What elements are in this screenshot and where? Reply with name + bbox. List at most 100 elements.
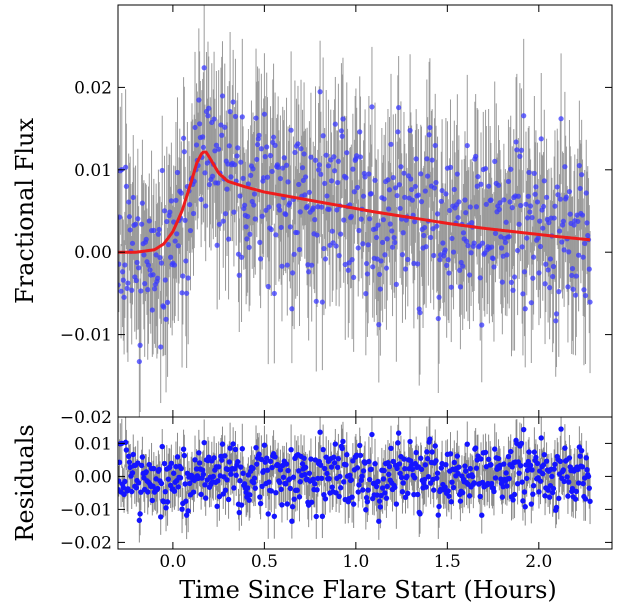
residual-data-point: [375, 478, 381, 485]
residual-data-point: [243, 489, 249, 495]
residual-data-point: [296, 494, 303, 500]
residual-data-point: [227, 445, 233, 451]
main-data-point: [183, 258, 189, 264]
residual-data-point: [278, 486, 284, 493]
main-data-point: [377, 286, 383, 292]
x-axis-label: Time Since Flare Start (Hours): [179, 576, 557, 604]
main-data-point: [450, 249, 457, 255]
residual-data-point: [560, 467, 567, 473]
main-data-point: [339, 133, 345, 139]
main-data-point: [423, 244, 429, 250]
residual-data-point: [145, 489, 151, 495]
residual-data-point: [429, 449, 435, 455]
main-data-point: [370, 264, 376, 270]
main-data-point: [383, 265, 390, 271]
main-data-point: [145, 287, 151, 293]
main-data-point: [329, 228, 335, 234]
residual-data-point: [376, 518, 382, 524]
main-data-point: [348, 213, 354, 219]
residual-data-point: [459, 490, 466, 496]
main-data-point: [149, 307, 155, 313]
main-data-point: [316, 162, 322, 168]
main-data-point: [220, 218, 226, 224]
main-data-point: [238, 159, 244, 165]
main-data-point: [310, 205, 316, 211]
residual-data-point: [190, 489, 197, 495]
residual-data-point: [575, 480, 582, 486]
main-data-point: [150, 272, 156, 278]
main-data-point: [418, 171, 424, 177]
main-data-point: [222, 211, 229, 217]
main-data-point: [161, 208, 168, 214]
main-data-point: [524, 215, 531, 221]
main-data-point: [127, 227, 133, 233]
residual-data-point: [158, 514, 164, 520]
main-data-point: [366, 171, 372, 177]
main-data-point: [192, 124, 198, 131]
main-data-point: [442, 247, 448, 253]
main-data-point: [232, 162, 238, 168]
residual-data-point: [339, 445, 345, 452]
residual-data-point: [516, 470, 522, 476]
residual-data-point: [266, 479, 272, 485]
main-data-point: [521, 113, 527, 119]
main-data-point: [364, 260, 370, 267]
residual-data-point: [378, 492, 384, 499]
residual-data-point: [438, 465, 445, 471]
residual-data-point: [320, 446, 326, 453]
main-data-point: [218, 122, 224, 128]
main-data-point: [372, 177, 378, 183]
main-data-point: [560, 218, 566, 224]
residual-data-point: [355, 489, 361, 495]
main-data-point: [506, 234, 512, 240]
residual-data-point: [417, 511, 423, 517]
main-data-point: [319, 299, 325, 305]
residual-data-point: [546, 494, 553, 500]
main-data-point: [360, 241, 366, 247]
main-data-point: [405, 256, 411, 263]
main-data-point: [421, 224, 428, 231]
main-data-point: [447, 164, 454, 170]
main-data-point: [317, 89, 323, 95]
main-data-point: [573, 273, 579, 279]
residual-data-point: [224, 477, 230, 483]
main-data-point: [226, 143, 232, 149]
main-data-point: [174, 231, 180, 237]
residual-data-point: [297, 479, 303, 485]
main-data-point: [465, 243, 471, 249]
residual-data-point: [178, 465, 184, 472]
residual-data-point: [562, 445, 568, 451]
residual-data-point: [289, 518, 295, 524]
residual-data-point: [280, 474, 287, 480]
main-data-point: [333, 243, 339, 249]
residual-data-point: [264, 467, 271, 473]
residual-data-point: [312, 481, 318, 487]
main-data-point: [428, 234, 434, 241]
main-data-point: [511, 274, 518, 280]
main-data-point: [351, 189, 358, 195]
main-data-point: [151, 227, 157, 234]
main-data-point: [286, 200, 293, 206]
main-data-point: [280, 165, 286, 171]
main-data-point: [129, 240, 136, 246]
main-data-point: [400, 230, 406, 236]
residual-data-point: [253, 444, 259, 451]
main-data-point: [527, 209, 533, 215]
main-data-point: [332, 121, 338, 127]
residual-data-point: [431, 487, 437, 493]
main-data-point: [448, 284, 454, 290]
main-data-point: [320, 133, 326, 139]
main-data-point: [462, 197, 468, 203]
main-data-point: [133, 277, 139, 284]
residual-data-point: [250, 465, 256, 472]
main-data-point: [351, 274, 357, 280]
residual-data-point: [586, 485, 592, 491]
residual-data-point: [271, 513, 278, 520]
main-data-point: [202, 170, 208, 176]
main-data-point: [264, 144, 270, 150]
residual-data-point: [344, 451, 350, 458]
main-data-point: [234, 153, 240, 159]
main-data-point: [297, 209, 303, 215]
main-data-point: [386, 187, 393, 193]
residual-data-point: [337, 473, 343, 480]
